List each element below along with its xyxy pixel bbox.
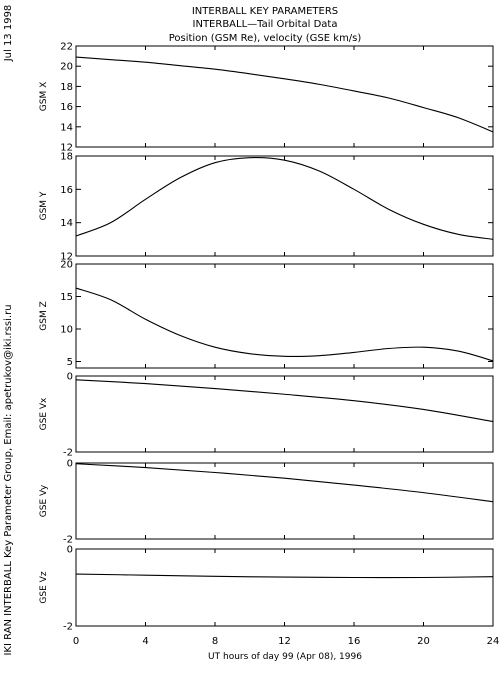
- y-tick-label: 14: [60, 122, 73, 133]
- series-line: [75, 463, 494, 503]
- y-tick-label: 15: [60, 292, 73, 303]
- chart-title-line-2: INTERBALL—Tail Orbital Data: [193, 19, 338, 30]
- y-tick-label: 12: [60, 143, 73, 154]
- panel-3: 5 10 15 20 GSM Z: [39, 260, 494, 369]
- y-tick-label: 18: [60, 152, 73, 163]
- y-tick-label: 5: [67, 357, 73, 368]
- panel-frame: [75, 548, 494, 627]
- y-tick-label: 16: [60, 185, 73, 196]
- panel-frame: [75, 155, 494, 257]
- chart-title-line-3: Position (GSM Re), velocity (GSE km/s): [169, 33, 362, 44]
- panel-2: 12 14 16 18 GSM Y: [39, 152, 494, 263]
- panel-1: 12 14 16 18 20 22 GSM X: [39, 42, 494, 154]
- x-tick-label: 12: [278, 636, 291, 647]
- panel-frame: [75, 462, 494, 540]
- series-line: [75, 379, 494, 423]
- y-tick-label: 0: [67, 459, 73, 470]
- panel-frame: [75, 375, 494, 453]
- series-line: [75, 56, 494, 133]
- y-tick-label: 16: [60, 102, 73, 113]
- credit-line: IKI RAN INTERBALL Key Parameter Group, E…: [3, 304, 14, 655]
- y-tick-label: 18: [60, 82, 73, 93]
- x-axis-label: UT hours of day 99 (Apr 08), 1996: [208, 652, 362, 662]
- y-tick-label: 20: [60, 62, 73, 73]
- x-tick-label: 4: [142, 636, 148, 647]
- y-axis-label: GSM Y: [39, 191, 49, 220]
- y-axis-label: GSE Vy: [39, 484, 49, 517]
- chart-title-line-1: INTERBALL KEY PARAMETERS: [192, 6, 338, 17]
- panels-group: 12 14 16 18 20 22 GSM X 12 14 16 18 GSM Y 5 10 15 20 GSM…: [39, 42, 494, 633]
- x-tick-label: 0: [73, 636, 79, 647]
- y-tick-label: 0: [67, 545, 73, 556]
- y-axis-label: GSE Vx: [39, 397, 49, 430]
- y-tick-label: 22: [60, 42, 73, 53]
- x-tick-label: 24: [487, 636, 500, 647]
- y-tick-label: -2: [63, 535, 73, 546]
- print-date: Jul 13 1998: [3, 5, 14, 63]
- x-tick-label: 16: [348, 636, 361, 647]
- series-line: [75, 287, 494, 362]
- panel-4: 0 -2 GSE Vx: [39, 372, 494, 459]
- series-line: [75, 157, 494, 240]
- y-tick-label: 14: [60, 218, 73, 229]
- y-tick-label: -2: [63, 622, 73, 633]
- y-axis-label: GSM Z: [39, 301, 49, 330]
- y-tick-label: 10: [60, 325, 73, 336]
- x-tick-label: 8: [212, 636, 218, 647]
- x-axis: 0 4 8 12 16 20 24: [73, 636, 500, 647]
- x-tick-label: 20: [417, 636, 430, 647]
- y-tick-label: 0: [67, 372, 73, 383]
- y-tick-label: -2: [63, 448, 73, 459]
- y-axis-label: GSM X: [39, 82, 49, 111]
- y-tick-label: 12: [60, 252, 73, 263]
- y-tick-label: 20: [60, 260, 73, 271]
- panel-5: 0 -2 GSE Vy: [39, 459, 494, 546]
- panel-6: 0 -2 GSE Vz: [39, 545, 494, 633]
- y-axis-label: GSE Vz: [39, 571, 49, 603]
- series-line: [75, 573, 494, 579]
